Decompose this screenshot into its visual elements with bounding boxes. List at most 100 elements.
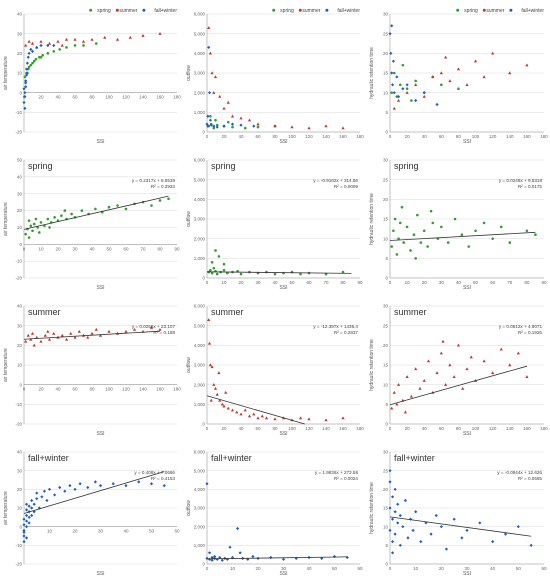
x-tick-label: 140 bbox=[322, 134, 330, 139]
data-point bbox=[473, 59, 478, 63]
data-point bbox=[209, 268, 212, 272]
data-point bbox=[205, 482, 209, 486]
x-tick-label: 180 bbox=[173, 95, 181, 100]
y-tick-label: -10 bbox=[15, 110, 22, 115]
chart-svg: -20-10010203040020406080100120140160180S… bbox=[3, 8, 181, 145]
data-point bbox=[222, 268, 226, 272]
data-point bbox=[409, 394, 413, 398]
data-point bbox=[46, 217, 50, 221]
trend-line bbox=[23, 195, 169, 230]
y-tick-label: 25 bbox=[383, 31, 389, 36]
data-point bbox=[401, 63, 405, 67]
y-tick-label: 0 bbox=[385, 276, 388, 281]
data-point bbox=[390, 495, 395, 499]
y-tick-label: 0 bbox=[202, 422, 205, 427]
data-point bbox=[32, 343, 36, 347]
y-tick-label: 30 bbox=[17, 323, 23, 328]
trend-equation: y = -12.397x + 1436.4 bbox=[313, 324, 358, 329]
data-point bbox=[37, 506, 41, 510]
data-point bbox=[392, 106, 396, 110]
chart-panel-1: -20-10010203040020406080100120140160180S… bbox=[0, 0, 183, 146]
y-tick-label: 4,000 bbox=[194, 51, 206, 56]
x-tick-label: 140 bbox=[506, 426, 514, 431]
y-axis-title: hydraulic retention time bbox=[369, 482, 375, 534]
data-point bbox=[412, 233, 416, 237]
x-tick-label: 20 bbox=[72, 529, 78, 534]
data-point bbox=[23, 75, 27, 79]
data-point bbox=[431, 75, 435, 79]
data-point bbox=[23, 106, 27, 110]
data-point bbox=[226, 120, 230, 124]
y-axis-title: outflow bbox=[186, 357, 192, 373]
data-point bbox=[22, 534, 26, 538]
data-point bbox=[419, 241, 423, 244]
data-point bbox=[218, 398, 222, 402]
x-tick-label: 20 bbox=[238, 280, 244, 285]
data-point bbox=[27, 39, 31, 43]
data-point bbox=[230, 122, 235, 126]
x-tick-label: 140 bbox=[139, 387, 147, 392]
data-point bbox=[418, 386, 422, 390]
data-point bbox=[516, 351, 520, 355]
data-point bbox=[73, 44, 77, 47]
x-tick-label: 100 bbox=[472, 426, 480, 431]
data-point bbox=[414, 83, 418, 86]
x-tick-label: 0 bbox=[389, 426, 392, 431]
x-tick-label: 80 bbox=[89, 95, 95, 100]
trend-equation: y = -0.0944x + 12.626 bbox=[497, 470, 542, 475]
data-point bbox=[446, 241, 450, 244]
data-point bbox=[23, 95, 27, 99]
data-point bbox=[395, 95, 399, 98]
x-tick-label: 100 bbox=[105, 387, 113, 392]
data-point bbox=[214, 249, 217, 252]
data-point bbox=[411, 528, 415, 532]
y-tick-label: 15 bbox=[383, 363, 389, 368]
data-point bbox=[422, 229, 426, 233]
data-point bbox=[24, 232, 28, 236]
data-point bbox=[260, 414, 264, 418]
chart-svg: 0 5 10 15 20 25 30 0 20 40 60 80 100 120 140 160 180 SSI h… bbox=[369, 304, 548, 437]
y-axis-title: outflow bbox=[186, 500, 192, 516]
x-tick-label: 30 bbox=[281, 566, 287, 571]
data-point bbox=[46, 329, 50, 333]
data-point bbox=[220, 402, 224, 406]
data-point bbox=[73, 335, 77, 339]
x-axis-title: SSI bbox=[463, 139, 471, 145]
y-tick-label: 2,000 bbox=[194, 90, 206, 95]
data-point bbox=[534, 233, 537, 237]
y-tick-label: 25 bbox=[383, 468, 389, 473]
y-tick-label: -10 bbox=[15, 543, 22, 548]
data-point bbox=[469, 355, 473, 359]
y-tick-label: 5 bbox=[385, 110, 388, 115]
data-point bbox=[30, 506, 34, 510]
y-tick-label: 4,000 bbox=[194, 343, 206, 348]
x-tick-label: 0 bbox=[206, 134, 209, 139]
legend-label: spring bbox=[464, 8, 478, 14]
data-point bbox=[65, 46, 68, 49]
data-point bbox=[390, 24, 394, 28]
data-point bbox=[239, 272, 243, 276]
data-point bbox=[395, 402, 399, 406]
x-tick-label: 40 bbox=[55, 387, 61, 392]
chart-title: summer bbox=[394, 307, 427, 317]
data-point bbox=[414, 367, 418, 371]
x-tick-label: 40 bbox=[490, 566, 496, 571]
data-point bbox=[392, 390, 396, 394]
data-point bbox=[212, 124, 216, 128]
x-tick-label: 140 bbox=[139, 95, 147, 100]
x-tick-label: 90 bbox=[174, 246, 180, 251]
x-axis-title: SSI bbox=[96, 571, 104, 577]
y-tick-label: 10 bbox=[17, 71, 23, 76]
y-tick-label: 20 bbox=[17, 208, 23, 213]
r-squared: R² = 0.188 bbox=[153, 330, 175, 335]
data-point bbox=[341, 126, 345, 130]
x-tick-label: 0 bbox=[389, 280, 392, 285]
y-tick-label: 40 bbox=[17, 12, 23, 17]
data-point bbox=[239, 116, 243, 120]
data-point bbox=[212, 90, 216, 94]
data-point bbox=[431, 221, 435, 225]
data-point bbox=[341, 416, 345, 420]
data-point bbox=[230, 114, 235, 118]
chart-title: fall+winter bbox=[28, 453, 69, 463]
r-squared: R² = 0.0024 bbox=[334, 476, 359, 481]
